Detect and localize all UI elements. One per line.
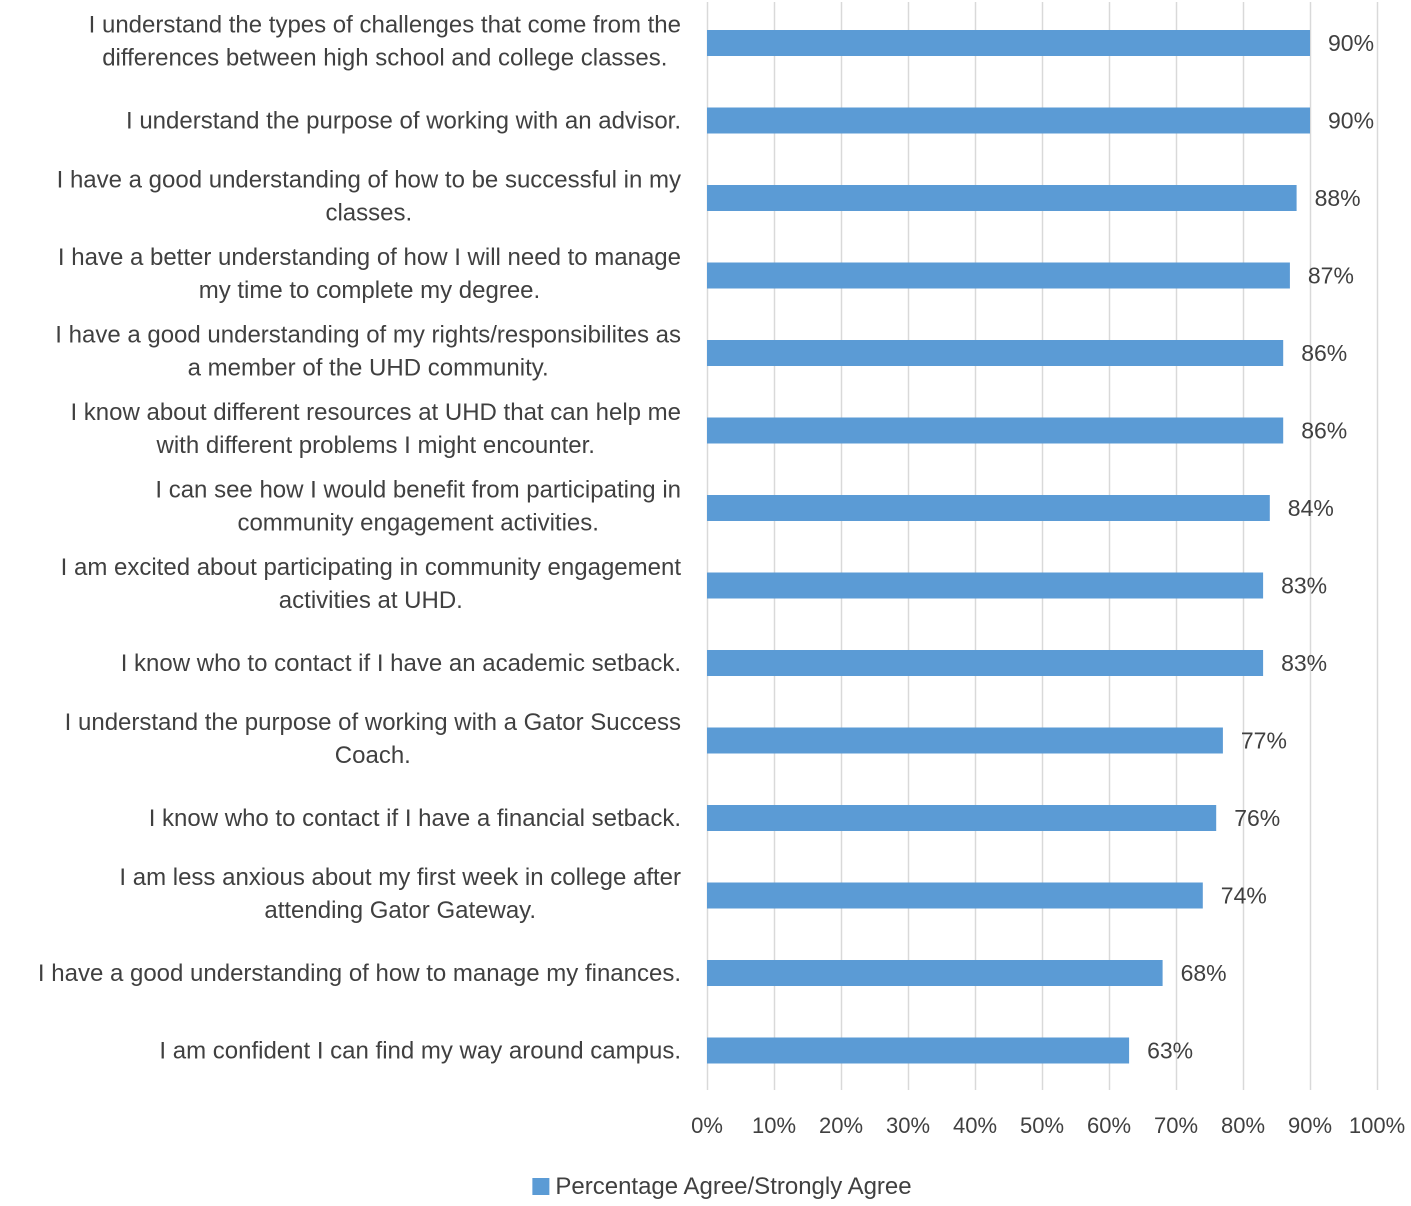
data-label: 84% — [1288, 495, 1334, 521]
data-label: 76% — [1234, 805, 1280, 831]
legend-label: Percentage Agree/Strongly Agree — [555, 1173, 911, 1200]
data-label: 63% — [1147, 1038, 1193, 1064]
value-labels: 90% 90% 88% 87% 86% 86% 84% 83% 83% 77% 76% 74% 68% 6… — [1147, 30, 1374, 1064]
category-label: I have a good understanding of my rights… — [55, 322, 681, 382]
category-label: I have a better understanding of how I w… — [58, 244, 681, 304]
category-label-line: I understand the purpose of working with… — [65, 709, 681, 736]
category-label: I understand the purpose of working with… — [65, 709, 681, 769]
category-label: I can see how I would benefit from parti… — [155, 477, 681, 537]
category-label-line: I understand the purpose of working with… — [126, 108, 681, 135]
x-tick-label: 30% — [886, 1113, 930, 1138]
category-label: I have a good understanding of how to be… — [57, 167, 681, 227]
category-label-line: my time to complete my degree. — [199, 277, 540, 304]
bar — [707, 30, 1310, 56]
x-tick-label: 60% — [1087, 1113, 1131, 1138]
bar — [707, 882, 1203, 909]
category-label-line: with different problems I might encounte… — [155, 432, 594, 459]
bar — [707, 1037, 1130, 1064]
bar — [707, 650, 1264, 676]
data-label: 83% — [1281, 573, 1327, 599]
bar — [707, 495, 1270, 521]
data-label: 77% — [1241, 728, 1287, 754]
legend: Percentage Agree/Strongly Agree — [532, 1173, 912, 1200]
data-label: 90% — [1328, 30, 1374, 56]
category-label-line: I have a good understanding of how to be… — [57, 167, 681, 194]
category-label-line: I know about different resources at UHD … — [70, 399, 681, 426]
x-tick-label: 50% — [1020, 1113, 1064, 1138]
x-tick-label: 10% — [752, 1113, 796, 1138]
bar — [707, 960, 1163, 986]
category-label-line: a member of the UHD community. — [188, 355, 549, 382]
bar — [707, 185, 1297, 211]
bars — [707, 30, 1310, 1064]
bar — [707, 340, 1284, 366]
data-label: 68% — [1181, 960, 1227, 986]
category-label-line: classes. — [325, 200, 412, 227]
data-label: 83% — [1281, 650, 1327, 676]
category-label: I have a good understanding of how to ma… — [38, 960, 681, 987]
legend-swatch — [532, 1178, 550, 1195]
category-label-line: differences between high school and coll… — [102, 45, 667, 72]
category-label: I am confident I can find my way around … — [159, 1038, 681, 1065]
category-label-line: activities at UHD. — [279, 587, 463, 614]
category-label: I know about different resources at UHD … — [70, 399, 681, 459]
category-label-line: I have a better understanding of how I w… — [58, 244, 681, 271]
bar — [707, 727, 1223, 754]
category-label: I am excited about participating in comm… — [61, 554, 682, 614]
bar — [707, 417, 1284, 444]
bar — [707, 572, 1264, 599]
data-label: 87% — [1308, 263, 1354, 289]
category-label-line: I know who to contact if I have an acade… — [121, 650, 681, 677]
gridlines — [706, 2, 1379, 1090]
category-label-line: I am confident I can find my way around … — [159, 1038, 681, 1065]
category-label-line: community engagement activities. — [237, 510, 599, 537]
bar — [707, 805, 1217, 831]
bar — [707, 107, 1310, 134]
bar — [707, 262, 1290, 289]
category-label: I understand the purpose of working with… — [126, 108, 681, 135]
x-tick-label: 0% — [691, 1113, 723, 1138]
category-label-line: attending Gator Gateway. — [264, 897, 536, 924]
category-label-line: I am less anxious about my first week in… — [119, 864, 681, 891]
x-tick-label: 20% — [819, 1113, 863, 1138]
category-label: I understand the types of challenges tha… — [89, 12, 681, 72]
category-label-line: I have a good understanding of how to ma… — [38, 960, 681, 987]
data-label: 74% — [1221, 883, 1267, 909]
category-label-line: I can see how I would benefit from parti… — [155, 477, 681, 504]
category-label-line: I am excited about participating in comm… — [61, 554, 682, 581]
x-tick-label: 70% — [1154, 1113, 1198, 1138]
category-label: I know who to contact if I have a financ… — [149, 805, 681, 832]
x-tick-label: 90% — [1288, 1113, 1332, 1138]
x-axis-tick-labels: 0% 10% 20% 30% 40% 50% 60% 70% 80% 90% 100% — [691, 1113, 1405, 1138]
category-labels: I understand the types of challenges tha… — [38, 12, 681, 1065]
data-label: 86% — [1301, 418, 1347, 444]
category-label-line: I understand the types of challenges tha… — [89, 12, 681, 39]
category-label-line: I have a good understanding of my rights… — [55, 322, 681, 349]
x-tick-label: 80% — [1221, 1113, 1265, 1138]
category-label-line: I know who to contact if I have a financ… — [149, 805, 681, 832]
category-label: I know who to contact if I have an acade… — [121, 650, 681, 677]
data-label: 88% — [1315, 185, 1361, 211]
data-label: 86% — [1301, 340, 1347, 366]
category-label-line: Coach. — [335, 742, 411, 769]
x-tick-label: 100% — [1349, 1113, 1405, 1138]
category-label: I am less anxious about my first week in… — [119, 864, 681, 924]
data-label: 90% — [1328, 108, 1374, 134]
x-tick-label: 40% — [953, 1113, 997, 1138]
